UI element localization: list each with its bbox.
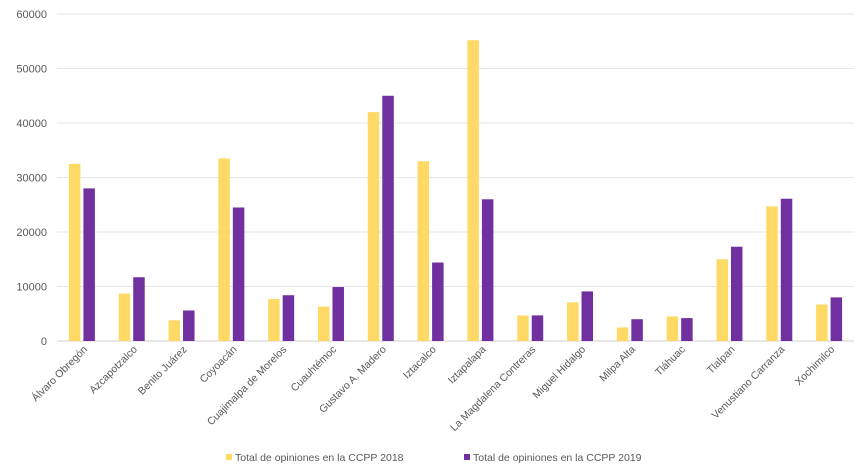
bar-2018 [816, 304, 828, 341]
bar-2018 [118, 293, 131, 341]
x-category-label: Tlalpan [705, 344, 738, 377]
bar-2019 [332, 287, 344, 341]
bar-2019 [681, 318, 693, 341]
gridlines [57, 13, 854, 342]
x-category-label: Azcapotzalco [87, 344, 140, 397]
x-category-label: Benito Juárez [136, 344, 190, 398]
bar-2018 [317, 306, 330, 341]
bar-2018 [367, 112, 380, 341]
bar-2019 [133, 277, 145, 341]
x-category-label: Xochimilco [793, 344, 837, 388]
legend-swatch-2018 [226, 454, 232, 460]
bar-2018 [716, 259, 728, 341]
bar-2018 [467, 40, 479, 341]
bar-2018 [766, 206, 778, 341]
legend: Total de opiniones en la CCPP 2018 Total … [226, 452, 642, 464]
y-tick-label: 30000 [16, 173, 47, 185]
x-category-label: La Magdalena Contreras [448, 344, 538, 434]
x-category-label: Álvaro Obregón [29, 343, 90, 404]
bar-2018 [567, 302, 579, 341]
y-tick-label: 0 [41, 336, 47, 348]
y-tick-label: 40000 [16, 118, 47, 130]
bar-2019 [581, 291, 594, 341]
bar-2019 [481, 199, 494, 341]
bar-2018 [616, 327, 629, 341]
bars [68, 40, 843, 341]
y-tick-label: 20000 [16, 227, 47, 239]
bar-2019 [730, 246, 743, 341]
bar-2019 [83, 188, 95, 341]
bar-2018 [168, 320, 181, 341]
bar-2019 [382, 95, 394, 341]
bar-2018 [218, 158, 230, 341]
x-category-label: Iztacalco [401, 344, 439, 382]
bar-2019 [432, 262, 444, 341]
bar-2019 [830, 297, 843, 341]
bar-2019 [780, 198, 793, 341]
bar-2019 [631, 319, 643, 341]
x-category-label: Iztapalapa [446, 344, 489, 387]
legend-label-2018: Total de opiniones en la CCPP 2018 [235, 452, 404, 464]
x-category-label: Cuauhtémoc [288, 344, 339, 395]
y-tick-label: 10000 [16, 282, 47, 294]
bar-2019 [183, 310, 195, 341]
x-category-label: Tláhuac [653, 344, 688, 379]
bar-2018 [517, 315, 529, 341]
legend-label-2019: Total de opiniones en la CCPP 2019 [473, 452, 642, 464]
bar-2018 [68, 163, 81, 341]
bar-2018 [268, 299, 280, 341]
x-category-label: Miguel Hidalgo [531, 344, 589, 402]
y-tick-label: 60000 [16, 9, 47, 21]
x-category-label: Coyoacán [198, 344, 240, 386]
bar-2019 [232, 207, 245, 341]
x-category-label: Milpa Alta [597, 344, 638, 385]
y-tick-label: 50000 [16, 64, 47, 76]
bar-2019 [531, 315, 544, 341]
bar-2018 [417, 161, 430, 341]
legend-swatch-2019 [464, 454, 470, 460]
bar-2019 [282, 295, 295, 341]
bar-2018 [666, 316, 679, 341]
